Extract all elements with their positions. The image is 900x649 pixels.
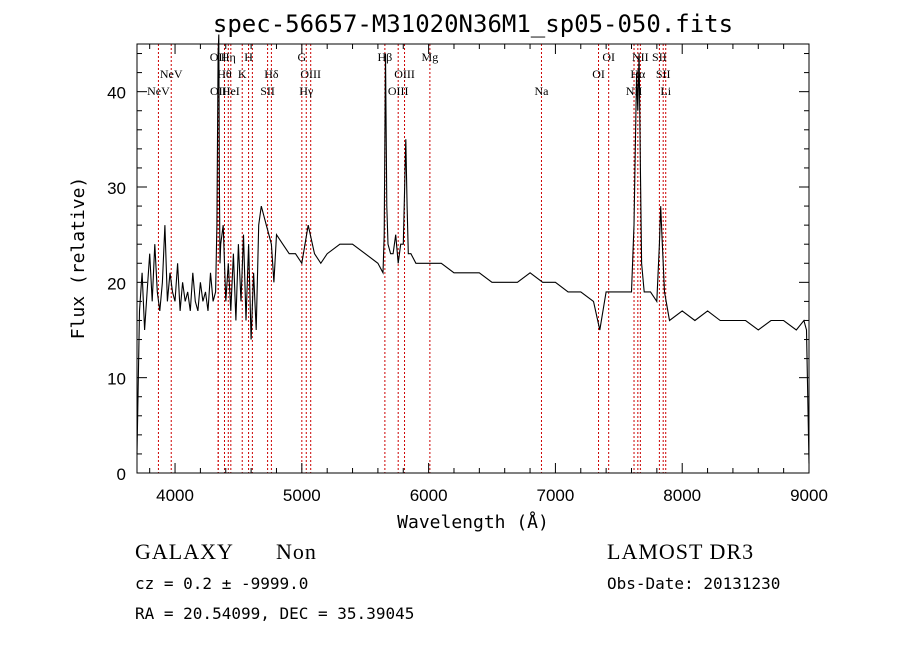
line-label: Na bbox=[534, 84, 549, 98]
y-tick-label: 20 bbox=[107, 274, 126, 293]
line-label: OI bbox=[592, 67, 605, 81]
line-label: Hγ bbox=[299, 84, 314, 98]
emission-line-markers bbox=[157, 44, 667, 473]
spectrum-chart: spec-56657-M31020N36M1_sp05-050.fits NeV… bbox=[68, 10, 828, 533]
x-tick-label: 7000 bbox=[537, 486, 575, 505]
coordinates: RA = 20.54099, DEC = 35.39045 bbox=[135, 604, 415, 623]
chart-title: spec-56657-M31020N36M1_sp05-050.fits bbox=[213, 10, 733, 38]
line-label: G bbox=[297, 50, 306, 64]
line-label: OIII bbox=[388, 84, 409, 98]
survey-name: LAMOST DR3 bbox=[607, 539, 755, 564]
emission-line-labels: NeVNeVOIIOIIHθHηHeIKHSIIHδGHγOIIIHβOIIIO… bbox=[147, 50, 672, 98]
object-subclass: Non bbox=[276, 539, 317, 564]
x-axis-ticks: 4000 5000 6000 7000 8000 9000 bbox=[149, 44, 828, 505]
x-tick-label: 6000 bbox=[410, 486, 448, 505]
line-label: SII bbox=[656, 67, 671, 81]
line-label: SII bbox=[260, 84, 275, 98]
spectrum-line bbox=[136, 34, 810, 464]
line-label: Mg bbox=[422, 50, 439, 64]
line-label: NII bbox=[632, 50, 649, 64]
line-label: OIII bbox=[300, 67, 321, 81]
y-tick-label: 30 bbox=[107, 179, 126, 198]
line-label: HeI bbox=[222, 84, 240, 98]
line-label: OI bbox=[602, 50, 615, 64]
line-label: NeV bbox=[147, 84, 170, 98]
y-tick-label: 0 bbox=[117, 465, 126, 484]
line-label: Hθ bbox=[217, 67, 232, 81]
line-label: NeV bbox=[160, 67, 183, 81]
y-axis-label: Flux (relative) bbox=[68, 177, 89, 340]
object-class: GALAXY bbox=[135, 539, 234, 564]
y-axis-ticks: 0 10 20 30 40 bbox=[107, 53, 809, 484]
x-tick-label: 5000 bbox=[283, 486, 321, 505]
obs-date: Obs-Date: 20131230 bbox=[607, 574, 781, 593]
line-label: Hδ bbox=[264, 67, 279, 81]
plot-frame bbox=[136, 43, 810, 474]
x-tick-label: 9000 bbox=[790, 486, 828, 505]
y-tick-label: 10 bbox=[107, 370, 126, 389]
x-axis-label: Wavelength (Å) bbox=[397, 511, 549, 533]
x-tick-label: 8000 bbox=[663, 486, 701, 505]
line-label: Hη bbox=[221, 50, 236, 64]
line-label: OIII bbox=[394, 67, 415, 81]
line-label: Li bbox=[660, 84, 671, 98]
x-tick-label: 4000 bbox=[156, 486, 194, 505]
line-label: SII bbox=[652, 50, 667, 64]
line-label: K bbox=[238, 67, 247, 81]
line-label: H bbox=[244, 50, 253, 64]
y-tick-label: 40 bbox=[107, 84, 126, 103]
line-label: Hβ bbox=[377, 50, 392, 64]
redshift-cz: cz = 0.2 ± -9999.0 bbox=[135, 574, 309, 593]
